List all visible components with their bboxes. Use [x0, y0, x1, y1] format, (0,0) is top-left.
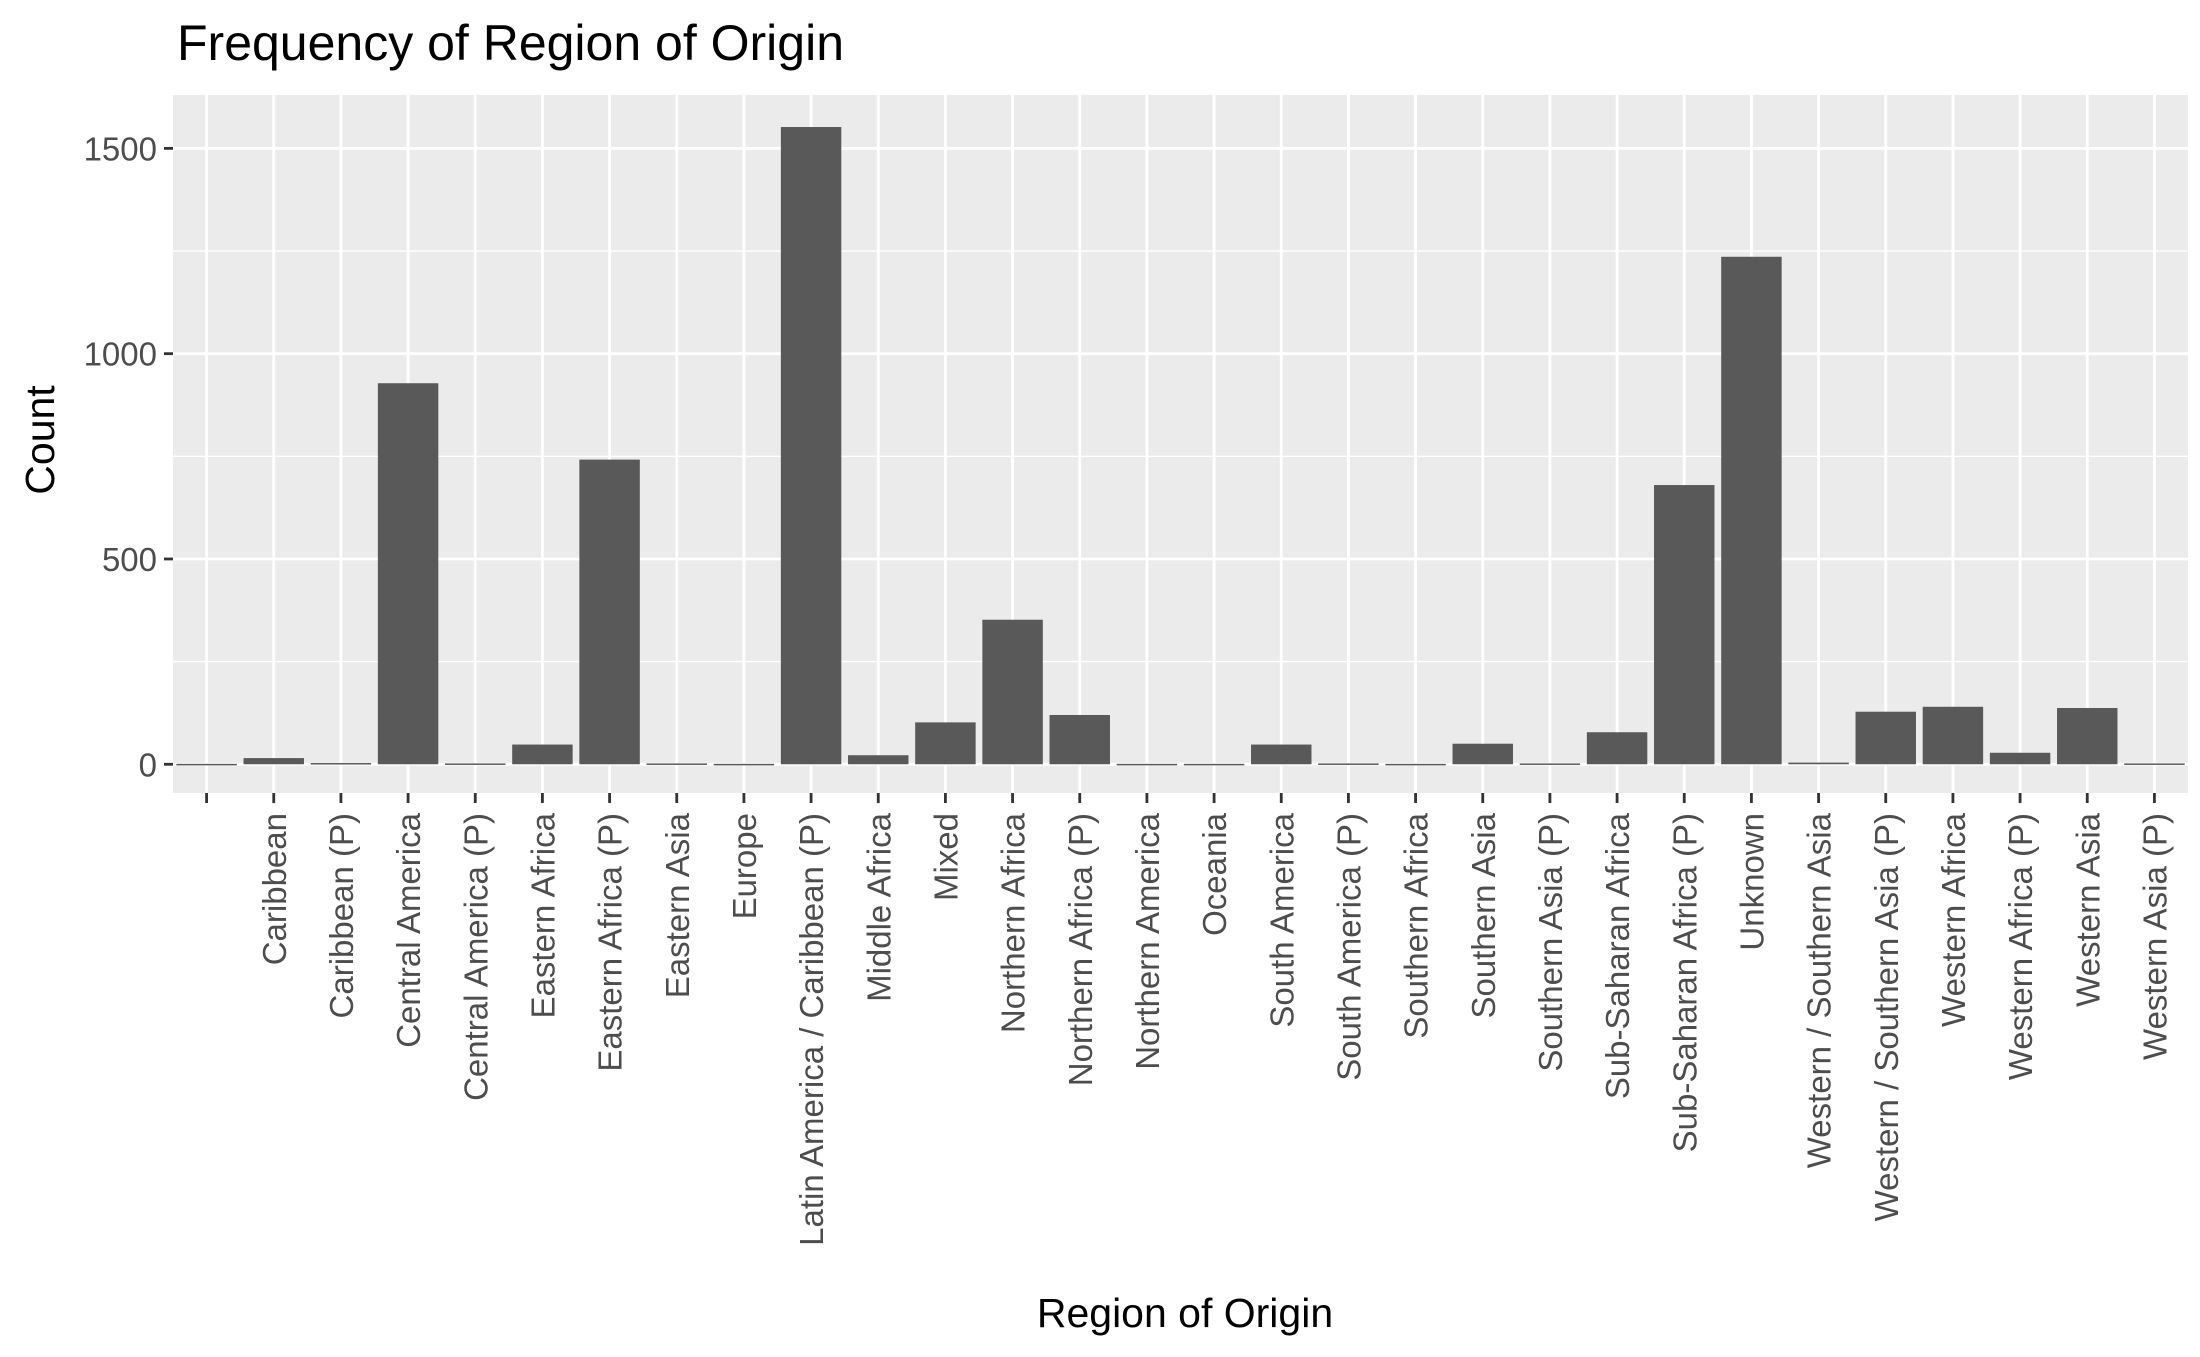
x-tick-label: Western Asia — [2069, 812, 2106, 1006]
x-tick-label: Western Asia (P) — [2136, 813, 2173, 1060]
bar-europe — [713, 763, 775, 766]
bar-central-america-p- — [445, 763, 506, 765]
x-tick-label: Eastern Africa — [524, 812, 561, 1018]
y-tick-label: 1000 — [84, 336, 157, 373]
bar-south-america — [1251, 744, 1312, 765]
bar-mixed — [915, 722, 976, 765]
bar-southern-asia — [1452, 743, 1513, 765]
x-tick-label: Unknown — [1733, 813, 1770, 951]
x-tick-label: Western Africa (P) — [2002, 813, 2039, 1080]
y-axis: 0 500 1000 1500 — [84, 130, 173, 783]
x-tick-label: Southern Asia — [1465, 812, 1502, 1018]
x-tick-label: Central America — [390, 812, 427, 1047]
x-tick-label: Western / Southern Asia — [1801, 812, 1838, 1168]
bar-southern-africa — [1385, 763, 1446, 766]
x-tick-label: Eastern Africa (P) — [592, 813, 629, 1072]
bar-western-africa-p- — [1989, 752, 2051, 765]
y-tick-label: 500 — [102, 541, 157, 578]
y-tick-label: 0 — [139, 746, 157, 783]
x-tick-label: Western Africa — [1935, 812, 1972, 1027]
bar-northern-africa — [982, 619, 1043, 765]
bar-blank — [176, 763, 237, 766]
x-tick-label: Eastern Asia — [659, 812, 696, 998]
x-tick-label: Sub-Saharan Africa (P) — [1666, 813, 1703, 1152]
x-tick-label: South America (P) — [1330, 813, 1367, 1081]
bar-caribbean — [243, 758, 304, 765]
bar-northern-america — [1116, 763, 1178, 766]
x-tick-label: Central America (P) — [457, 813, 494, 1101]
x-tick-label: Caribbean (P) — [323, 813, 360, 1018]
x-tick-label: Northern America — [1129, 812, 1166, 1069]
bar-western-asia-p- — [2124, 763, 2185, 765]
y-tick-label: 1500 — [84, 130, 157, 167]
x-axis-title: Region of Origin — [1037, 1290, 1333, 1336]
bar-western-southern-asia-p- — [1855, 711, 1916, 765]
x-tick-label: Latin America / Caribbean (P) — [793, 813, 830, 1246]
x-tick-label: Northern Africa — [995, 812, 1032, 1033]
x-axis: Caribbean Caribbean (P) Central America Cen… — [205, 793, 2173, 1246]
bar-western-asia — [2057, 708, 2118, 765]
bar-eastern-asia — [646, 763, 707, 765]
x-tick-label: Western / Southern Asia (P) — [1868, 813, 1905, 1221]
bar-central-america — [377, 383, 439, 765]
bar-northern-africa-p- — [1049, 714, 1110, 765]
x-tick-label: Sub-Saharan Africa — [1599, 812, 1636, 1099]
chart-title: Frequency of Region of Origin — [177, 15, 844, 71]
bar-western-africa — [1922, 706, 1984, 765]
x-tick-label: Europe — [726, 813, 763, 919]
x-tick-label: Mixed — [927, 813, 964, 901]
x-tick-label: Southern Asia (P) — [1532, 813, 1569, 1072]
bar-south-america-p- — [1318, 763, 1379, 765]
bar-eastern-africa — [512, 744, 573, 765]
x-tick-label: Oceania — [1196, 812, 1233, 936]
x-tick-label: Northern Africa (P) — [1062, 813, 1099, 1086]
x-tick-label: South America — [1263, 812, 1300, 1027]
bar-middle-africa — [848, 755, 909, 765]
x-tick-label: Southern Africa — [1398, 812, 1435, 1038]
bar-sub-saharan-africa — [1586, 732, 1648, 765]
x-tick-label: Middle Africa — [860, 812, 897, 1002]
bar-unknown — [1721, 256, 1782, 765]
bar-sub-saharan-africa-p- — [1654, 485, 1715, 765]
panel-background — [173, 95, 2188, 793]
bar-oceania — [1183, 763, 1245, 766]
bar-western-southern-asia — [1788, 762, 1849, 765]
bar-latin-america-caribbean-p- — [780, 127, 842, 765]
y-axis-title: Count — [17, 385, 63, 495]
bar-southern-asia-p- — [1519, 763, 1581, 765]
plot-panel — [173, 95, 2188, 793]
bar-caribbean-p- — [310, 763, 372, 765]
x-tick-label: Caribbean — [256, 813, 293, 965]
bar-eastern-africa-p- — [579, 459, 640, 765]
